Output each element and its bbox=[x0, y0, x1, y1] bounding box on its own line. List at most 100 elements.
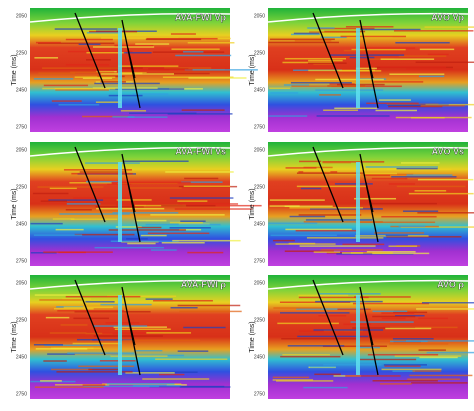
reflector bbox=[404, 177, 457, 180]
reflector bbox=[107, 295, 177, 298]
reflector bbox=[93, 335, 163, 337]
reflector bbox=[56, 371, 133, 373]
reflector bbox=[134, 219, 167, 222]
reflector bbox=[281, 337, 356, 340]
reflector bbox=[45, 316, 70, 319]
reflector bbox=[78, 43, 101, 46]
reflector bbox=[86, 180, 118, 183]
reflector bbox=[269, 87, 291, 90]
reflector bbox=[111, 181, 191, 184]
reflector bbox=[316, 115, 390, 117]
y-tick-label: 2050 bbox=[16, 147, 27, 153]
reflector bbox=[268, 41, 339, 44]
reflector bbox=[282, 354, 330, 356]
seafloor bbox=[29, 12, 231, 23]
reflector bbox=[33, 78, 74, 80]
reflector bbox=[381, 215, 437, 218]
reflector bbox=[334, 107, 378, 110]
reflector bbox=[129, 112, 197, 115]
reflector bbox=[380, 58, 435, 60]
reflector bbox=[58, 104, 100, 106]
reflector bbox=[424, 26, 474, 28]
reflector bbox=[177, 350, 209, 352]
reflector bbox=[268, 222, 318, 225]
fault bbox=[74, 12, 106, 89]
reflector bbox=[393, 30, 474, 32]
well-log bbox=[356, 28, 360, 108]
reflector bbox=[33, 344, 63, 346]
reflector bbox=[82, 77, 113, 79]
reflector bbox=[284, 205, 333, 208]
well-log bbox=[118, 162, 122, 242]
reflector bbox=[392, 370, 416, 372]
reflector bbox=[145, 298, 173, 300]
well-log bbox=[118, 28, 122, 108]
reflector bbox=[268, 115, 308, 117]
reflector bbox=[307, 62, 347, 64]
reflector bbox=[187, 251, 224, 254]
reflector bbox=[186, 204, 262, 207]
reflector bbox=[334, 183, 373, 185]
reflector bbox=[352, 327, 416, 329]
reflector bbox=[108, 94, 143, 97]
reflector bbox=[85, 162, 140, 164]
y-tick-label: 2050 bbox=[254, 280, 265, 286]
reflector bbox=[289, 215, 326, 218]
reflector bbox=[108, 229, 186, 231]
y-axis-label: Time (ms) bbox=[249, 188, 256, 219]
y-tick-label: 2250 bbox=[16, 184, 27, 190]
reflector bbox=[300, 187, 322, 190]
reflector bbox=[67, 352, 135, 354]
y-tick-label: 2450 bbox=[16, 87, 27, 93]
reflector bbox=[153, 299, 213, 302]
reflector bbox=[66, 203, 101, 205]
y-tick-label: 2250 bbox=[16, 50, 27, 56]
reflector bbox=[418, 317, 449, 320]
panel-title: AVA-FWI ρ bbox=[181, 279, 227, 289]
reflector bbox=[92, 46, 155, 48]
reflector bbox=[116, 182, 178, 185]
reflector bbox=[285, 167, 317, 169]
reflector bbox=[49, 332, 87, 334]
reflector bbox=[34, 57, 59, 59]
reflector bbox=[40, 380, 62, 382]
y-tick-label: 2250 bbox=[16, 317, 27, 323]
y-tick-label: 2050 bbox=[254, 147, 265, 153]
reflector bbox=[188, 77, 247, 79]
reflector bbox=[380, 66, 447, 68]
reflector bbox=[132, 385, 182, 387]
reflector bbox=[110, 240, 179, 243]
reflector bbox=[106, 383, 175, 385]
reflector bbox=[358, 47, 416, 49]
reflector bbox=[140, 234, 167, 237]
reflector bbox=[425, 103, 474, 106]
reflector bbox=[426, 351, 474, 354]
reflector bbox=[169, 227, 211, 229]
reflector bbox=[296, 172, 365, 174]
reflector bbox=[383, 364, 427, 366]
reflector bbox=[285, 228, 352, 231]
reflector bbox=[315, 300, 383, 303]
reflector bbox=[421, 301, 474, 304]
reflector bbox=[100, 81, 126, 83]
reflector bbox=[319, 94, 341, 96]
reflector bbox=[400, 162, 440, 164]
well-log bbox=[356, 295, 360, 375]
seismic-section bbox=[268, 142, 468, 266]
y-axis-label: Time (ms) bbox=[249, 321, 256, 352]
reflector bbox=[331, 85, 402, 88]
reflector bbox=[134, 204, 187, 207]
reflector bbox=[420, 104, 465, 107]
reflector bbox=[35, 348, 88, 350]
y-tick-label: 2450 bbox=[254, 354, 265, 360]
reflector bbox=[322, 161, 385, 163]
reflector bbox=[298, 214, 362, 216]
reflector bbox=[89, 30, 138, 33]
fault bbox=[312, 279, 344, 356]
reflector bbox=[398, 225, 426, 228]
reflector bbox=[283, 84, 310, 86]
reflector bbox=[51, 100, 82, 102]
reflector bbox=[169, 221, 203, 224]
reflector bbox=[94, 82, 160, 85]
reflector bbox=[345, 375, 401, 377]
